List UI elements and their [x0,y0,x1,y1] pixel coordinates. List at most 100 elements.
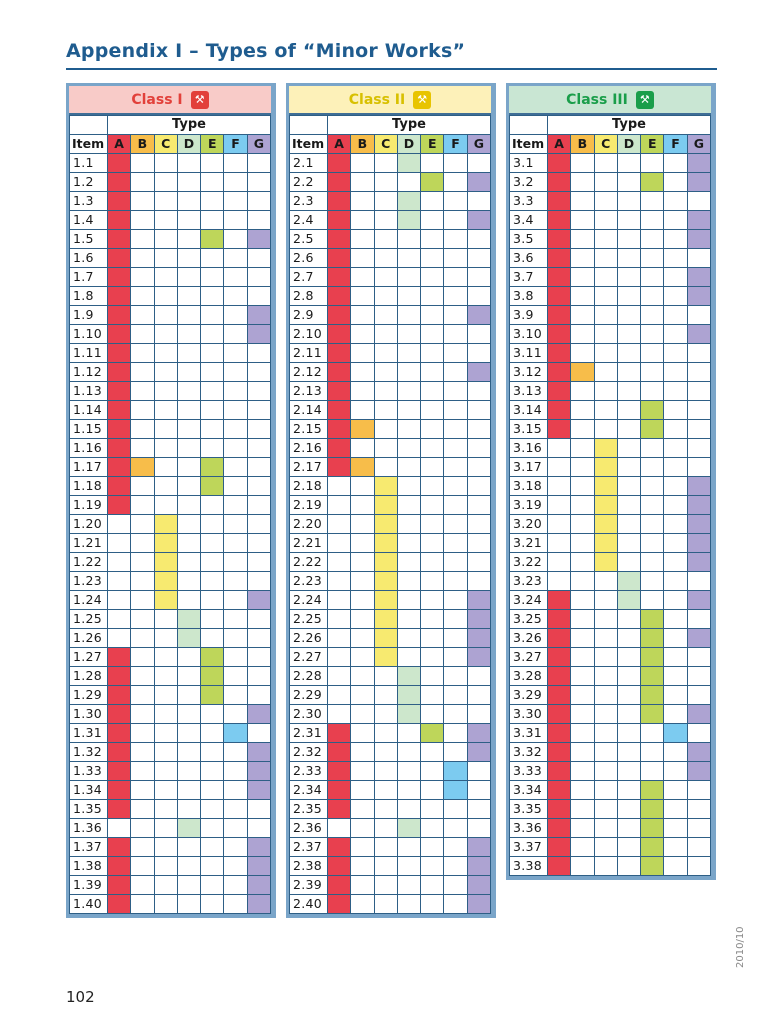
type-cell-e [420,153,445,173]
type-cell-b [570,704,595,724]
type-cell-c [373,267,398,287]
type-cell-a [326,818,352,838]
type-cell-a [106,324,132,344]
type-cell-g [686,305,712,325]
type-cell-e [640,628,665,648]
type-cell-c [373,704,398,724]
type-cell-d [176,742,202,762]
type-cell-c [153,362,178,382]
table-row: 3.27 [509,647,712,667]
type-cell-b [570,514,595,534]
type-cell-g [246,761,272,781]
item-number: 1.10 [69,324,108,344]
type-cell-c [373,799,398,819]
type-cell-g [246,400,272,420]
type-cell-e [420,761,445,781]
table-row: 3.15 [509,419,712,439]
type-cell-c [593,552,618,572]
table-row: 3.16 [509,438,712,458]
table-row: 2.15 [289,419,492,439]
type-cell-c [593,780,618,800]
type-cell-c [153,723,178,743]
type-cell-g [246,457,272,477]
type-cell-e [420,590,445,610]
type-cell-b [350,818,375,838]
type-cell-d [396,324,422,344]
item-number: 3.27 [509,647,548,667]
type-cell-g [686,799,712,819]
type-cell-e [200,685,225,705]
type-cell-c [593,590,618,610]
type-cell-a [546,229,572,249]
item-number: 1.22 [69,552,108,572]
table-row: 2.31 [289,723,492,743]
table-row: 2.8 [289,286,492,306]
type-cell-b [350,628,375,648]
type-cell-g [466,362,492,382]
item-number: 3.5 [509,229,548,249]
table-row: 3.5 [509,229,712,249]
type-cell-d [396,495,422,515]
type-cell-g [686,476,712,496]
type-cell-g [686,685,712,705]
type-cell-b [570,495,595,515]
type-cell-c [593,685,618,705]
type-cell-c [593,343,618,363]
type-cell-g [246,837,272,857]
item-number: 1.26 [69,628,108,648]
type-cell-f [443,476,468,496]
type-cell-g [466,305,492,325]
type-cell-f [663,818,688,838]
type-cell-d [396,153,422,173]
type-cell-b [350,400,375,420]
type-cell-e [420,552,445,572]
type-cell-e [200,609,225,629]
type-letter-a: A [326,134,352,154]
item-number: 2.12 [289,362,328,382]
type-cell-d [176,267,202,287]
type-cell-e [640,400,665,420]
table-row: 2.4 [289,210,492,230]
table-row: 3.37 [509,837,712,857]
type-letter-c: C [593,134,618,154]
table-row: 2.27 [289,647,492,667]
type-cell-g [466,628,492,648]
item-number: 2.35 [289,799,328,819]
type-letter-f: F [443,134,468,154]
class-1-icon: ⚒ [190,90,209,109]
type-cell-g [466,191,492,211]
type-cell-a [106,609,132,629]
item-number: 3.4 [509,210,548,230]
type-cell-g [466,704,492,724]
type-cell-g [466,552,492,572]
table-row: 1.23 [69,571,272,591]
type-cell-g [466,780,492,800]
item-number: 2.20 [289,514,328,534]
type-cell-d [616,647,642,667]
type-cell-b [570,419,595,439]
type-cell-a [326,495,352,515]
item-number: 3.26 [509,628,548,648]
item-number: 2.37 [289,837,328,857]
type-cell-f [223,514,248,534]
type-cell-b [350,609,375,629]
item-number: 3.19 [509,495,548,515]
type-cell-d [616,856,642,876]
type-cell-f [443,856,468,876]
type-cell-a [546,267,572,287]
table-row: 3.20 [509,514,712,534]
type-cell-a [106,191,132,211]
type-cell-a [106,305,132,325]
item-number: 1.30 [69,704,108,724]
item-number: 1.27 [69,647,108,667]
table-row: 1.2 [69,172,272,192]
type-cell-f [443,590,468,610]
type-cell-b [130,305,155,325]
type-cell-e [200,362,225,382]
item-number: 3.28 [509,666,548,686]
page-title: Appendix I – Types of “Minor Works” [66,40,466,62]
table-row: 1.14 [69,400,272,420]
type-cell-g [686,495,712,515]
type-cell-c [593,837,618,857]
type-cell-d [396,723,422,743]
